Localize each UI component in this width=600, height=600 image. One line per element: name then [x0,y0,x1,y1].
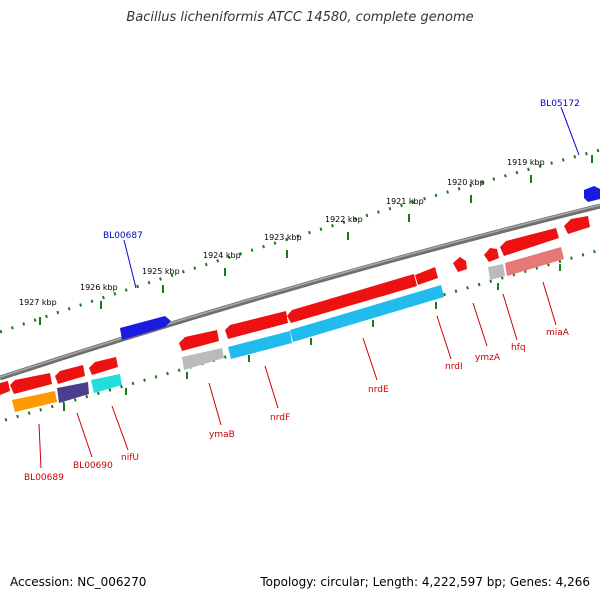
leader-line [560,106,580,156]
map-title: Bacillus licheniformis ATCC 14580, compl… [126,10,474,25]
gene-block[interactable] [415,267,438,285]
gene-label: BL00690 [73,461,113,471]
gene-label: ymzA [475,353,501,363]
leader-line [123,239,137,289]
gene-bl05172[interactable] [584,186,600,202]
gene-block[interactable] [484,248,499,262]
gene-block[interactable] [225,311,288,339]
gene-block[interactable] [179,330,219,351]
accession-text: Accession: NC_006270 [10,575,147,589]
kbp-label: 1925 kbp [142,267,180,276]
gene-label: ymaB [209,430,235,440]
gene-block[interactable] [453,257,467,272]
gene-block[interactable] [500,228,559,256]
genome-backbone [0,203,600,381]
leader-line [111,405,129,451]
gene-block[interactable] [0,381,10,395]
gene-label: BL00687 [103,231,143,241]
kbp-label: 1924 kbp [203,251,241,260]
gene-hfq-feature[interactable] [488,264,505,280]
gene-block[interactable] [55,365,85,384]
leader-line [38,423,42,469]
leader-line [362,337,378,381]
leader-line [76,412,93,458]
gene-bl00690[interactable] [57,382,89,403]
gene-block[interactable] [10,373,52,394]
leader-line [208,382,222,426]
kbp-label: 1927 kbp [19,298,57,307]
kbp-label: 1919 kbp [507,158,545,167]
gene-block[interactable] [287,274,417,323]
gene-label: nrdI [445,362,463,372]
gene-nifU[interactable] [91,374,122,393]
gene-block[interactable] [564,216,590,234]
leader-line [264,365,279,409]
gene-miaA[interactable] [505,247,564,276]
gene-block[interactable] [89,357,118,375]
leader-line [472,302,488,347]
gene-label: nrdE [368,385,389,395]
kbp-label: 1921 kbp [386,197,424,206]
gene-bl00689[interactable] [12,391,57,412]
leader-line [436,315,452,360]
gene-label: nifU [121,453,139,463]
gene-label: hfq [511,343,526,353]
gene-nrdF[interactable] [228,331,292,359]
kbp-label: 1922 kbp [325,215,363,224]
kbp-label: 1926 kbp [80,283,118,292]
gene-label: miaA [546,328,570,338]
gene-label: BL00689 [24,473,64,483]
kbp-label: 1923 kbp [264,233,302,242]
gene-label: nrdF [270,413,290,423]
genome-backbone-highlight [0,204,600,378]
gene-nrdE[interactable] [290,285,444,342]
leader-line [502,293,518,341]
gene-bl00687[interactable] [120,316,171,340]
leader-line [542,281,557,326]
kbp-label: 1920 kbp [447,178,485,187]
gene-label: BL05172 [540,99,580,109]
genome-summary-text: Topology: circular; Length: 4,222,597 bp… [260,575,590,589]
gene-ymaB[interactable] [182,348,224,370]
